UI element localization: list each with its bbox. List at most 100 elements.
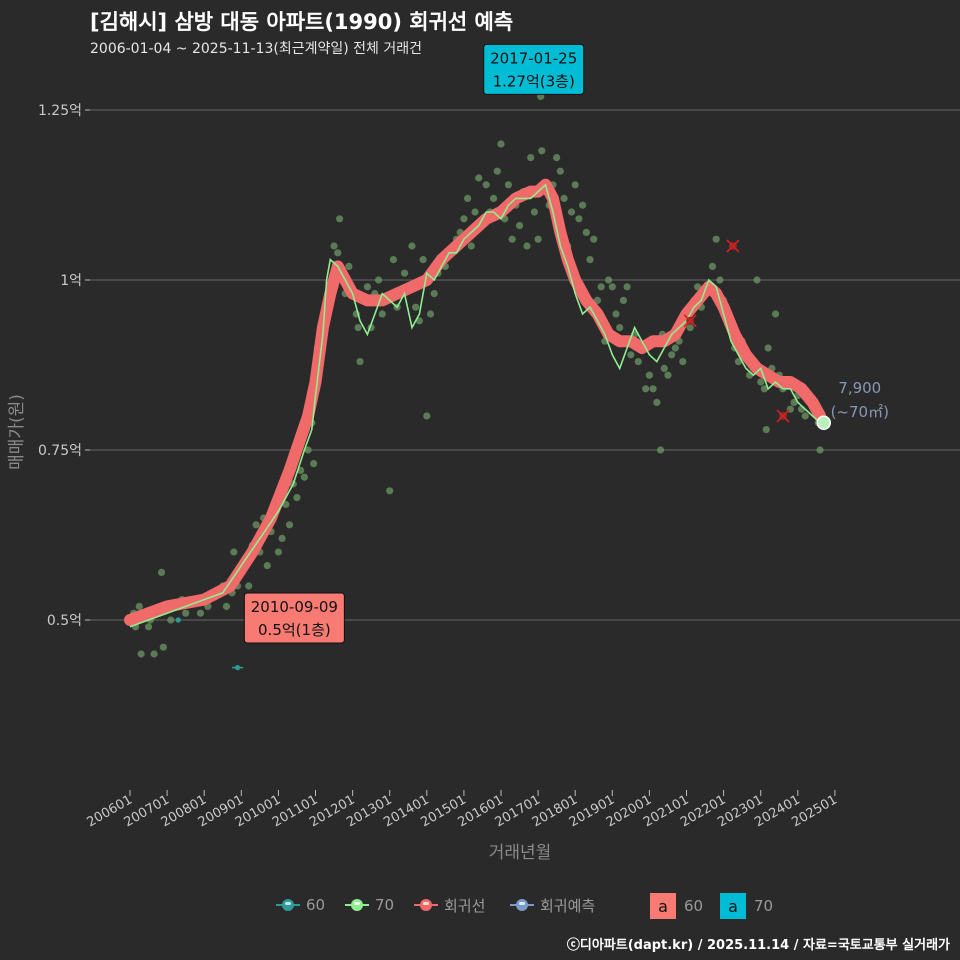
data-point — [645, 371, 654, 379]
y-axis-title: 매매가(원) — [7, 394, 27, 470]
data-point — [771, 310, 780, 318]
chart-subtitle: 2006-01-04 ~ 2025-11-13(최근계약일) 전체 거래건 — [90, 41, 422, 57]
legend-item: a 60 — [650, 893, 703, 919]
data-point — [523, 242, 531, 250]
data-point — [656, 446, 665, 454]
data-point — [464, 194, 472, 202]
data-point — [304, 446, 312, 454]
data-point — [508, 235, 516, 243]
data-point — [310, 460, 318, 468]
data-point — [182, 609, 190, 617]
legend-key — [510, 893, 534, 917]
y-axis: 0.5억 0.75억 1억 1.25억 — [38, 103, 90, 629]
data-point — [530, 208, 538, 216]
forecast-value-label: 7,900 — [838, 379, 881, 397]
series-60-point — [175, 617, 181, 623]
data-point — [534, 235, 542, 243]
legend-text: 70 — [375, 896, 395, 914]
data-point — [374, 276, 383, 284]
data-point — [471, 208, 479, 216]
data-point — [493, 167, 501, 175]
legend-key-dot — [282, 899, 294, 911]
data-point — [386, 487, 394, 495]
data-point — [634, 358, 642, 366]
data-point — [412, 303, 420, 311]
data-point — [527, 154, 535, 162]
data-point — [282, 500, 290, 508]
forecast-area-label: (~70㎡) — [831, 403, 889, 421]
annotation-price: 0.5억(1층) — [258, 621, 331, 639]
legend-item: 60 — [276, 893, 325, 917]
data-point — [694, 283, 702, 291]
data-point — [679, 358, 687, 366]
data-point — [790, 398, 798, 406]
data-point — [579, 201, 587, 209]
data-point — [575, 215, 583, 223]
data-point — [664, 371, 672, 379]
data-point — [623, 283, 631, 291]
series-70-line — [129, 183, 821, 628]
data-point — [553, 154, 561, 162]
data-point — [816, 446, 824, 454]
annotation-date: 2017-01-25 — [490, 49, 577, 67]
data-point — [135, 602, 143, 611]
legend-key-dot — [351, 899, 363, 911]
data-point — [167, 616, 175, 624]
data-point — [560, 194, 568, 202]
data-point — [274, 548, 282, 556]
data-point — [196, 609, 205, 617]
data-point — [608, 283, 616, 291]
data-point — [686, 324, 694, 332]
grid — [90, 109, 960, 621]
data-point — [604, 276, 613, 284]
data-point — [660, 364, 668, 372]
data-point — [157, 568, 166, 577]
data-point — [336, 215, 344, 223]
legend-item: 회귀선 — [414, 893, 485, 917]
chart-title: [김해시] 삼방 대동 아파트(1990) 회귀선 예측 — [90, 10, 514, 34]
data-point — [571, 181, 579, 189]
data-point — [285, 521, 294, 529]
data-point — [582, 228, 590, 236]
data-point — [556, 167, 564, 175]
data-point — [616, 324, 624, 332]
data-point — [619, 296, 628, 304]
data-point — [460, 215, 468, 223]
annotation-box — [483, 43, 585, 95]
data-point — [489, 194, 498, 202]
annotation-price: 1.27억(3층) — [493, 72, 575, 90]
data-point — [230, 548, 238, 556]
outlier-cross — [683, 314, 697, 328]
data-point — [245, 582, 253, 590]
legend-key — [414, 893, 438, 917]
data-point — [222, 602, 231, 611]
data-point — [497, 140, 505, 148]
data-point — [757, 378, 765, 386]
forecast-end-point — [816, 415, 832, 431]
data-point — [801, 412, 809, 420]
legend-text: 60 — [306, 896, 326, 914]
data-point — [708, 262, 717, 270]
data-point — [354, 324, 362, 332]
data-point — [597, 283, 605, 291]
legend-key — [345, 893, 369, 917]
data-point — [504, 181, 513, 189]
data-point — [378, 310, 386, 318]
data-point — [356, 358, 364, 366]
data-point — [278, 534, 286, 543]
data-point — [159, 643, 167, 651]
data-point — [430, 290, 438, 298]
data-point — [293, 494, 301, 502]
data-point — [144, 623, 153, 631]
data-point — [653, 398, 661, 406]
legend-key-dot — [516, 899, 528, 911]
data-point — [668, 351, 676, 359]
data-point — [753, 276, 761, 284]
data-point — [408, 242, 416, 250]
caption: ⓒ디아파트(dapt.kr) / 2025.11.14 / 자료=국토교통부 실… — [566, 938, 950, 953]
data-point — [567, 208, 576, 216]
y-tick-label: 0.75억 — [38, 443, 82, 459]
x-axis-title: 거래년월 — [489, 843, 552, 863]
legend-text: 회귀선 — [444, 896, 486, 915]
series-70-layer — [129, 183, 821, 628]
